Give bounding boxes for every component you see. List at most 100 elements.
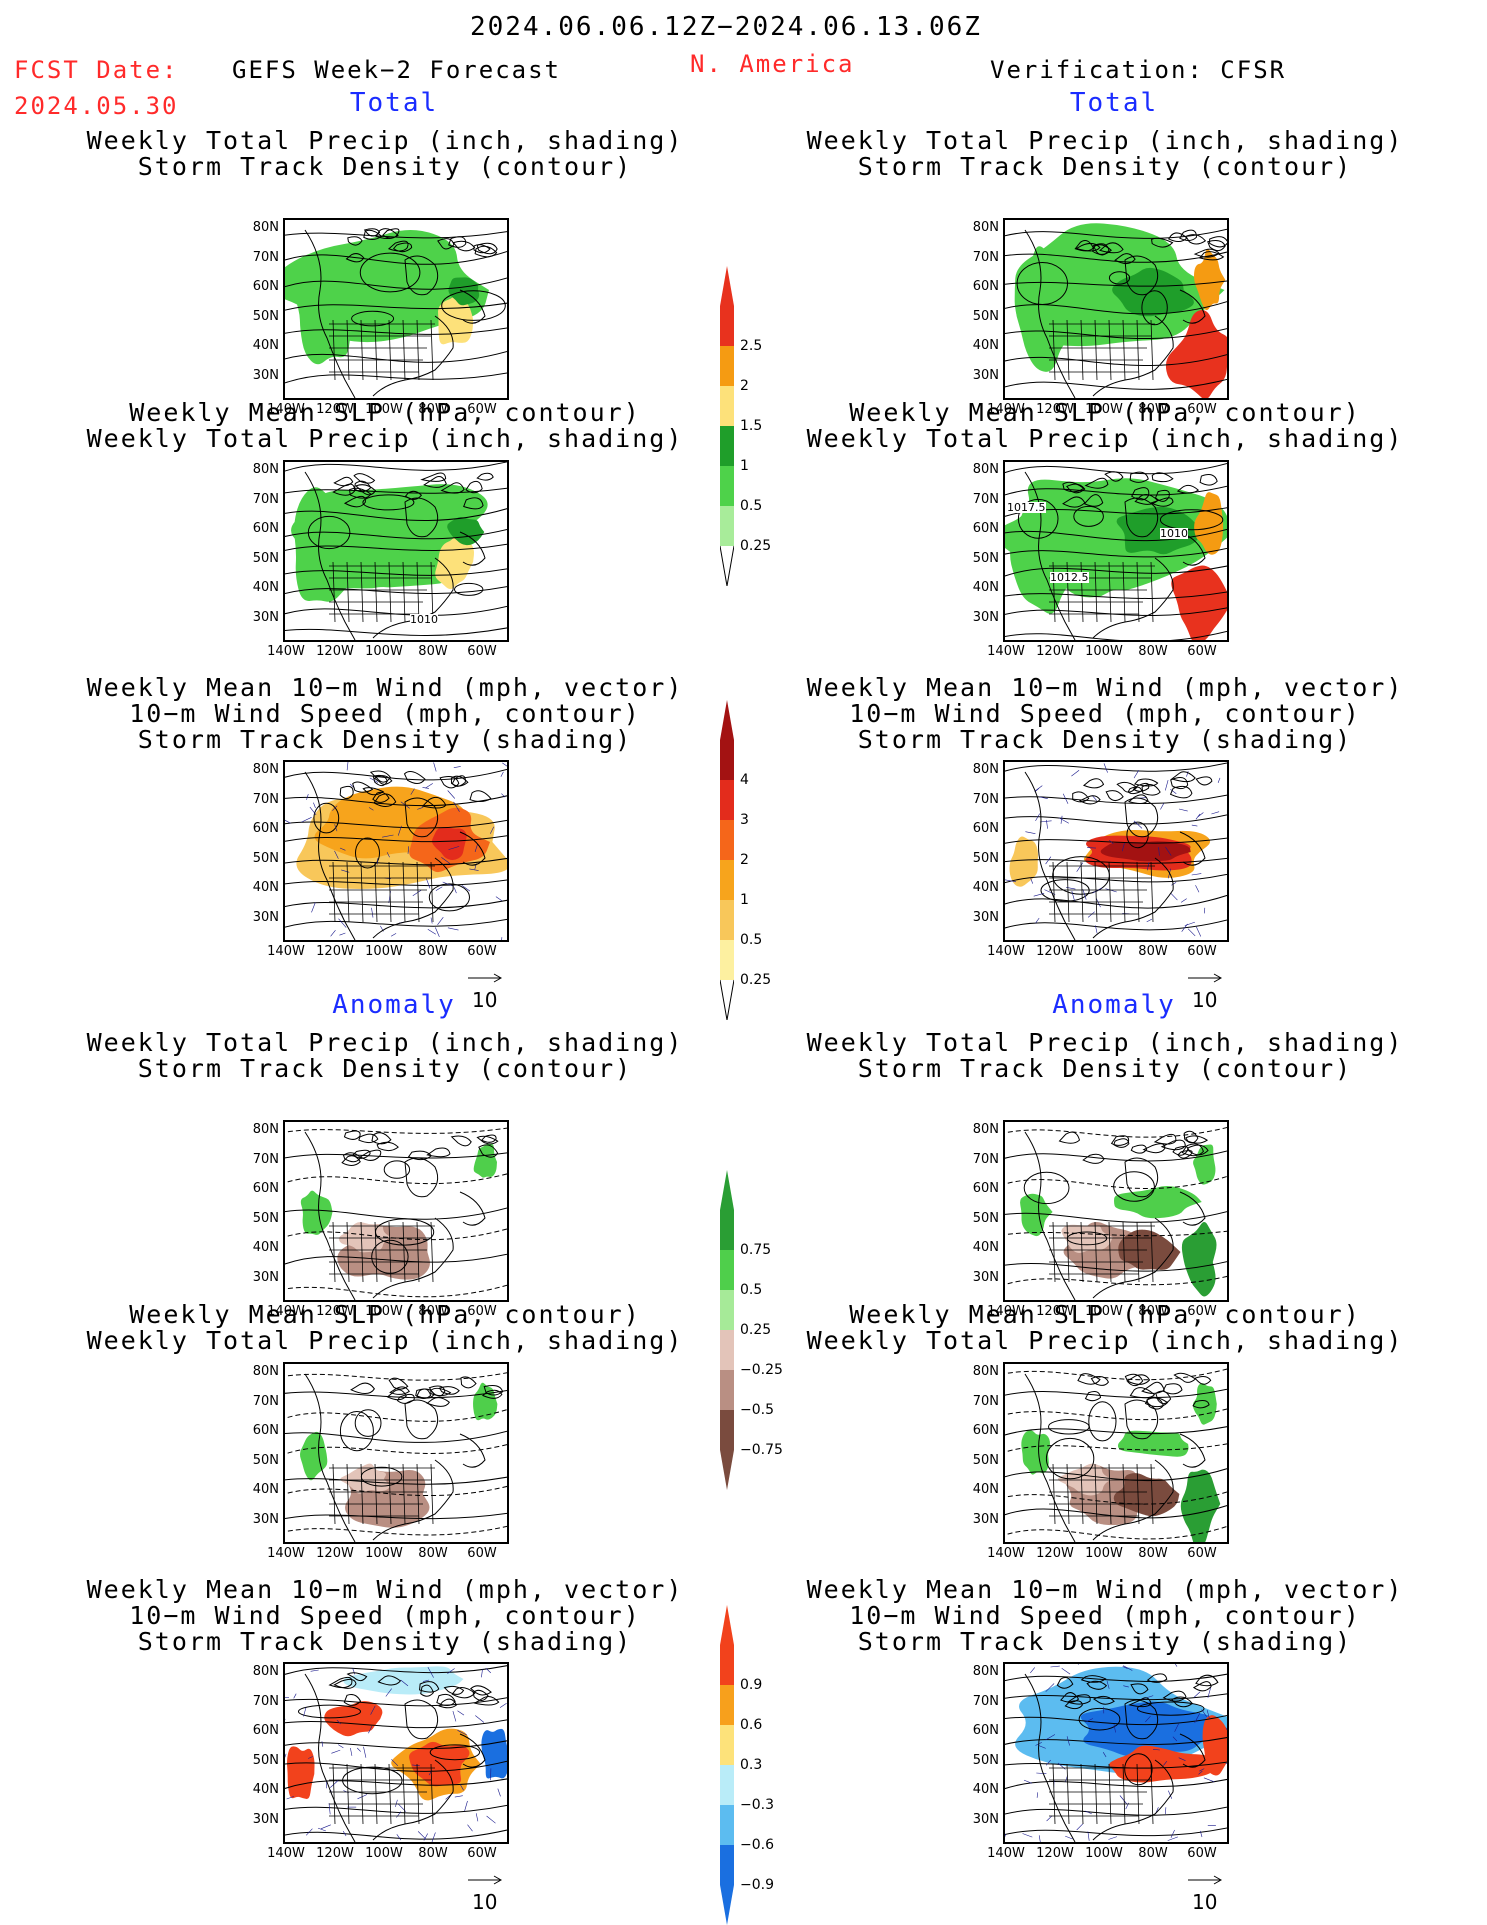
colorbar-tip	[720, 545, 734, 586]
arctic-island	[403, 770, 426, 784]
wind-vector	[334, 850, 339, 859]
state-line	[1122, 1463, 1126, 1525]
wind-vector	[1171, 882, 1177, 886]
wind-vector	[1193, 1691, 1201, 1698]
state-line	[1150, 1763, 1154, 1825]
colorbar-swatch	[720, 860, 734, 900]
lat-tick-label: 60N	[252, 821, 279, 836]
vector-reference: 10	[468, 964, 504, 1012]
east-coast	[1092, 557, 1174, 639]
arctic-island	[1160, 1139, 1186, 1151]
contour-ring	[1136, 1701, 1205, 1716]
lat-tick-label: 60N	[972, 1181, 999, 1196]
colorbar-label: 1.5	[740, 418, 763, 434]
colorbar-tip	[720, 1170, 734, 1210]
wind-vector	[1195, 885, 1200, 893]
arctic-island	[1151, 237, 1174, 248]
colorbar-label: 3	[740, 812, 749, 828]
contour-line	[285, 1207, 507, 1220]
lat-tick-label: 70N	[252, 1151, 279, 1167]
state-line	[416, 319, 420, 381]
contour-line	[1005, 794, 1227, 805]
west-coast	[304, 1131, 356, 1300]
speed-contours	[285, 768, 507, 928]
speed-contours	[1005, 762, 1227, 931]
panel-title-line: Storm Track Density (shading)	[857, 725, 1353, 754]
colorbar-swatch	[720, 506, 734, 546]
wind-vector	[330, 930, 336, 937]
colorbar-precip-anom: 0.75 0.5 0.25 −0.25 −0.5 −0.75	[720, 1170, 783, 1490]
contour-line	[285, 1253, 507, 1265]
state-line	[388, 861, 392, 923]
lon-tick-label: 140W	[987, 944, 1025, 959]
wind-vector	[447, 790, 456, 799]
arctic-island	[332, 483, 356, 496]
east-coast	[1092, 1217, 1174, 1299]
west-coast	[1024, 1373, 1076, 1542]
contour-line	[285, 350, 507, 363]
map-canvas	[285, 1665, 507, 1842]
state-line	[1080, 1221, 1084, 1283]
lat-tick-label: 60N	[252, 521, 279, 536]
arctic-island	[389, 1386, 410, 1395]
wind-vector	[1087, 1831, 1090, 1841]
lat-tick-label: 30N	[972, 609, 999, 625]
arctic-island	[420, 472, 447, 482]
state-line	[430, 861, 434, 923]
wind-vector	[285, 819, 291, 824]
wind-vector	[371, 907, 374, 918]
colorbar-label: 0.25	[740, 1322, 772, 1338]
lat-tick-label: 80N	[252, 462, 279, 477]
lat-tick-label: 30N	[252, 367, 279, 383]
wind-vector	[1038, 1745, 1046, 1749]
wind-vector	[1178, 808, 1188, 812]
state-line	[1108, 1763, 1112, 1825]
wind-vector	[1039, 796, 1048, 799]
lat-tick-label: 50N	[252, 308, 279, 324]
wind-vector	[390, 933, 397, 937]
arctic-island	[376, 1141, 399, 1152]
colorbar-swatches	[720, 700, 734, 1020]
wind-vector	[1045, 1683, 1055, 1692]
lat-tick-label: 40N	[252, 1782, 279, 1797]
panel-title-line: Storm Track Density (contour)	[137, 152, 633, 181]
colorbar-swatch	[720, 1250, 734, 1290]
west-coast	[1024, 771, 1076, 940]
arctic-island	[419, 1681, 440, 1693]
colorbar-swatches	[720, 266, 734, 586]
arctic-island	[375, 228, 399, 240]
lat-tick-label: 60N	[972, 279, 999, 294]
coastline-layer	[304, 471, 494, 640]
arctic-island	[474, 245, 498, 258]
cfsr-wind-map	[1003, 760, 1229, 942]
wind-vector	[435, 927, 440, 938]
wind-vector	[410, 788, 415, 795]
contour-line	[1005, 1230, 1227, 1237]
wind-vector	[1033, 893, 1045, 897]
wind-vector	[1186, 771, 1189, 777]
contour-line	[285, 302, 507, 311]
state-line	[360, 1221, 364, 1283]
wind-vector	[370, 1705, 376, 1715]
contour-line	[285, 1152, 507, 1159]
contour-line	[285, 462, 507, 472]
colorbar-track-total: 4 3 2 1 0.5 0.25	[720, 700, 771, 1020]
neutral-shade	[288, 1673, 507, 1814]
wind-vector	[486, 1815, 496, 1824]
coastline-layer	[304, 1672, 500, 1842]
wind-vector	[448, 846, 460, 850]
wind-vector	[356, 1747, 361, 1752]
arctic-island	[1183, 1130, 1199, 1144]
contour-line	[285, 586, 507, 595]
state-line	[1052, 1463, 1056, 1525]
wind-vector	[1077, 1664, 1079, 1665]
wind-vector	[320, 1824, 331, 1830]
arctic-island	[1193, 248, 1220, 258]
track-anom-shade	[324, 1701, 383, 1737]
state-line	[1136, 319, 1140, 381]
wind-vector	[1194, 1712, 1201, 1723]
lon-tick-label: 140W	[267, 1304, 305, 1319]
state-line	[1150, 561, 1154, 623]
arctic-island	[438, 1698, 458, 1709]
wind-vector	[1025, 831, 1036, 834]
